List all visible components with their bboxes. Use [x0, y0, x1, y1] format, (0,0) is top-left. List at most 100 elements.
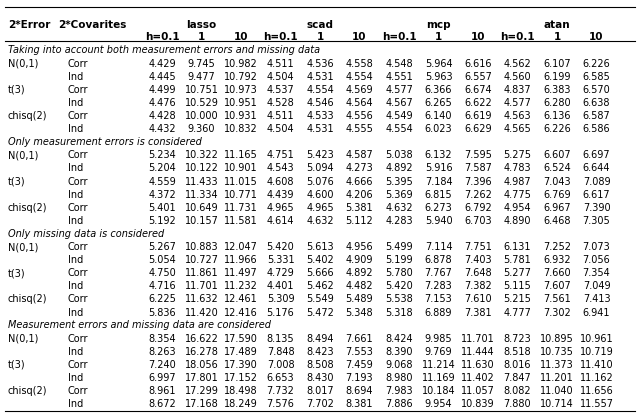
- Text: 6.570: 6.570: [582, 85, 611, 95]
- Text: 5.176: 5.176: [267, 307, 294, 317]
- Text: 9.068: 9.068: [385, 359, 413, 369]
- Text: 5.054: 5.054: [148, 254, 176, 264]
- Text: 6.616: 6.616: [464, 59, 492, 69]
- Text: 11.057: 11.057: [461, 385, 495, 395]
- Text: mcp: mcp: [426, 20, 451, 30]
- Text: h=0.1: h=0.1: [145, 32, 179, 42]
- Text: 6.225: 6.225: [148, 294, 176, 304]
- Text: 6.815: 6.815: [425, 189, 452, 199]
- Text: 10.751: 10.751: [184, 85, 218, 95]
- Text: 4.614: 4.614: [267, 215, 294, 225]
- Text: 5.963: 5.963: [425, 71, 452, 81]
- Text: 5.836: 5.836: [148, 307, 176, 317]
- Text: 4.556: 4.556: [346, 111, 373, 121]
- Text: 7.702: 7.702: [306, 398, 334, 408]
- Text: 6.997: 6.997: [148, 372, 176, 382]
- Text: 7.184: 7.184: [425, 176, 452, 186]
- Text: 11.497: 11.497: [224, 268, 258, 278]
- Text: 18.249: 18.249: [224, 398, 258, 408]
- Text: Ind: Ind: [68, 215, 83, 225]
- Text: 6.674: 6.674: [464, 85, 492, 95]
- Text: 9.477: 9.477: [188, 71, 216, 81]
- Text: 4.909: 4.909: [346, 254, 373, 264]
- Text: 4.560: 4.560: [504, 71, 531, 81]
- Text: 4.536: 4.536: [306, 59, 334, 69]
- Text: 4.965: 4.965: [267, 202, 294, 212]
- Text: 8.672: 8.672: [148, 398, 176, 408]
- Text: 4.554: 4.554: [385, 124, 413, 134]
- Text: 11.632: 11.632: [184, 294, 218, 304]
- Text: 4.504: 4.504: [267, 124, 294, 134]
- Text: Corr: Corr: [68, 176, 88, 186]
- Text: 6.607: 6.607: [543, 150, 571, 160]
- Text: 5.666: 5.666: [306, 268, 334, 278]
- Text: 5.613: 5.613: [306, 242, 334, 252]
- Text: Corr: Corr: [68, 242, 88, 252]
- Text: 10: 10: [234, 32, 248, 42]
- Text: 8.694: 8.694: [346, 385, 373, 395]
- Text: 11.420: 11.420: [184, 307, 218, 317]
- Text: 7.848: 7.848: [267, 346, 294, 356]
- Text: 8.424: 8.424: [385, 333, 413, 343]
- Text: 10.157: 10.157: [184, 215, 218, 225]
- Text: 8.390: 8.390: [385, 346, 413, 356]
- Text: 7.983: 7.983: [385, 385, 413, 395]
- Text: 7.610: 7.610: [464, 294, 492, 304]
- Text: 7.661: 7.661: [346, 333, 373, 343]
- Text: 7.561: 7.561: [543, 294, 571, 304]
- Text: 5.204: 5.204: [148, 163, 176, 173]
- Text: 7.283: 7.283: [424, 281, 452, 291]
- Text: 11.630: 11.630: [461, 359, 495, 369]
- Text: 4.555: 4.555: [346, 124, 373, 134]
- Text: 7.576: 7.576: [267, 398, 294, 408]
- Text: 4.632: 4.632: [385, 202, 413, 212]
- Text: 4.554: 4.554: [306, 85, 334, 95]
- Text: 10.895: 10.895: [540, 333, 574, 343]
- Text: 4.608: 4.608: [267, 176, 294, 186]
- Text: 6.703: 6.703: [464, 215, 492, 225]
- Text: Ind: Ind: [68, 124, 83, 134]
- Text: 17.168: 17.168: [184, 398, 218, 408]
- Text: Corr: Corr: [68, 59, 88, 69]
- Text: 5.420: 5.420: [267, 242, 294, 252]
- Text: 4.548: 4.548: [385, 59, 413, 69]
- Text: 4.499: 4.499: [148, 85, 176, 95]
- Text: 7.252: 7.252: [543, 242, 571, 252]
- Text: h=0.1: h=0.1: [381, 32, 416, 42]
- Text: 7.413: 7.413: [582, 294, 611, 304]
- Text: 6.622: 6.622: [464, 98, 492, 108]
- Text: Corr: Corr: [68, 385, 88, 395]
- Text: N(0,1): N(0,1): [8, 150, 38, 160]
- Text: Ind: Ind: [68, 189, 83, 199]
- Text: 4.511: 4.511: [267, 59, 294, 69]
- Text: 8.508: 8.508: [306, 359, 334, 369]
- Text: 7.049: 7.049: [582, 281, 611, 291]
- Text: N(0,1): N(0,1): [8, 333, 38, 343]
- Text: 18.498: 18.498: [224, 385, 258, 395]
- Text: 4.273: 4.273: [346, 163, 373, 173]
- Text: chisq(2): chisq(2): [8, 111, 47, 121]
- Text: 4.837: 4.837: [504, 85, 531, 95]
- Text: 6.131: 6.131: [504, 242, 531, 252]
- Text: 11.334: 11.334: [185, 189, 218, 199]
- Text: 5.420: 5.420: [385, 281, 413, 291]
- Text: 4.537: 4.537: [267, 85, 294, 95]
- Text: 5.462: 5.462: [306, 281, 334, 291]
- Text: 11.232: 11.232: [224, 281, 258, 291]
- Text: 5.472: 5.472: [306, 307, 334, 317]
- Text: 4.476: 4.476: [148, 98, 176, 108]
- Text: 17.152: 17.152: [224, 372, 258, 382]
- Text: Corr: Corr: [68, 111, 88, 121]
- Text: 17.390: 17.390: [224, 359, 258, 369]
- Text: 5.781: 5.781: [504, 254, 531, 264]
- Text: 11.214: 11.214: [422, 359, 456, 369]
- Text: 11.861: 11.861: [185, 268, 218, 278]
- Text: 10.184: 10.184: [422, 385, 455, 395]
- Text: Measurement errors and missing data are considered: Measurement errors and missing data are …: [8, 320, 271, 330]
- Text: 4.892: 4.892: [385, 163, 413, 173]
- Text: 17.299: 17.299: [184, 385, 218, 395]
- Text: 5.115: 5.115: [504, 281, 531, 291]
- Text: chisq(2): chisq(2): [8, 294, 47, 304]
- Text: 4.632: 4.632: [306, 215, 334, 225]
- Text: 7.153: 7.153: [424, 294, 452, 304]
